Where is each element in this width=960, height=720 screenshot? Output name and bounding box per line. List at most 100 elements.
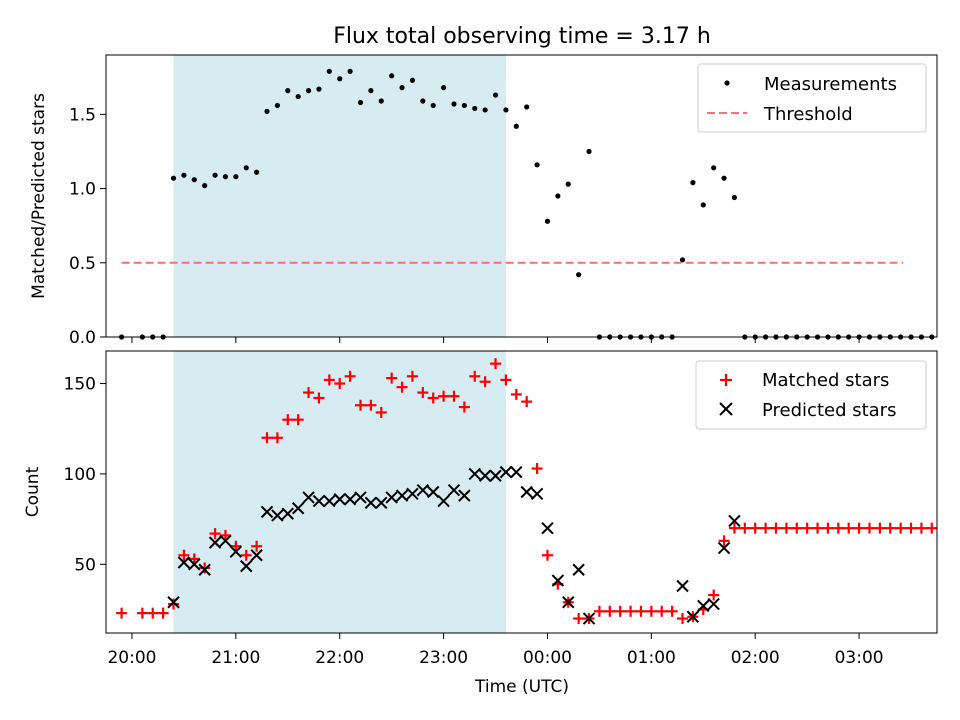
predicted-star-point (707, 597, 720, 611)
predicted-star-point (198, 563, 211, 576)
measurement-point (503, 107, 509, 113)
predicted-star-point (364, 496, 378, 510)
predicted-star-point (312, 494, 326, 508)
matched-star-point (656, 605, 668, 617)
predicted-star-point (177, 556, 191, 569)
matched-star-point (625, 605, 637, 617)
bottom-x-label: Time (UTC) (474, 677, 569, 697)
measurement-point (357, 99, 364, 106)
matched-star-point (926, 522, 938, 534)
matched-star-point (666, 605, 678, 617)
bottom-axes-frame (105, 350, 938, 634)
matched-star-point (147, 607, 159, 619)
matched-star-point (791, 522, 803, 534)
predicted-star-point (530, 487, 544, 501)
matched-star-point (417, 387, 429, 399)
top-x-ticks (131, 337, 860, 343)
predicted-star-point (572, 563, 585, 576)
matched-star-point (604, 605, 616, 617)
top-panel: Flux total observing time = 3.17 h 0.00.… (29, 24, 938, 348)
measurement-point (721, 175, 727, 181)
matched-star-point (614, 605, 626, 617)
bottom-x-tick-label: 01:00 (627, 648, 676, 668)
measurement-point (399, 85, 405, 91)
measurement-point (316, 86, 322, 92)
predicted-star-point (489, 469, 502, 482)
legend-label-measurements: Measurements (764, 74, 897, 95)
bottom-x-axis: 20:00 21:00 22:00 23:00 00:00 01:00 02:00 03:00 (107, 633, 884, 668)
predicted-star-point (281, 507, 294, 520)
matched-stars-series (116, 358, 938, 625)
measurement-point (440, 85, 447, 91)
matched-star-point (905, 522, 917, 534)
matched-star-point (240, 549, 252, 561)
measurement-point (700, 202, 706, 208)
predicted-star-point (229, 545, 243, 558)
legend-label-predicted: Predicted stars (762, 400, 896, 421)
predicted-star-point (447, 483, 461, 497)
matched-star-point (438, 390, 450, 402)
predicted-star-point (541, 521, 554, 535)
measurement-point (576, 272, 582, 278)
matched-star-point (760, 522, 772, 534)
measurement-point (222, 174, 229, 180)
measurement-point (711, 165, 717, 171)
matched-star-point (853, 522, 865, 534)
top-y-tick-label: 0.5 (69, 254, 96, 274)
predicted-star-point (676, 579, 689, 593)
top-y-label: Matched/Predicted stars (29, 93, 49, 299)
predicted-star-point (240, 559, 253, 573)
predicted-star-point (250, 549, 263, 562)
measurement-point (233, 174, 239, 180)
matched-star-point (209, 528, 221, 540)
measurement-point (202, 183, 208, 189)
predicted-star-point (333, 493, 346, 506)
predicted-star-point (354, 491, 367, 504)
predicted-star-point (395, 489, 409, 502)
measurement-point (264, 108, 270, 114)
measurement-point (337, 76, 343, 82)
matched-star-point (801, 522, 813, 534)
measurement-point (347, 68, 353, 74)
matched-star-point (427, 392, 439, 404)
measurement-point (368, 88, 374, 94)
legend-marker-matched (720, 374, 732, 386)
matched-star-point (645, 605, 657, 617)
measurement-point (513, 123, 519, 129)
matched-star-point (718, 535, 730, 547)
top-y-axis: 0.0 0.5 1.0 1.5 (69, 105, 106, 348)
matched-star-point (843, 522, 855, 534)
top-y-tick-label: 0.0 (69, 328, 96, 348)
measurement-point (482, 107, 488, 113)
measurement-point (420, 98, 426, 104)
bottom-x-tick-label: 03:00 (835, 648, 884, 668)
measurement-point (461, 102, 467, 109)
bottom-y-tick-label: 150 (64, 375, 96, 395)
matched-star-point (334, 378, 346, 390)
measurement-point (451, 101, 457, 107)
predicted-star-point (271, 509, 284, 522)
measurement-point (170, 175, 177, 181)
predicted-star-point (717, 541, 731, 555)
top-y-tick-label: 1.5 (69, 105, 96, 125)
measurement-point (295, 93, 301, 100)
matched-star-point (635, 605, 647, 617)
predicted-star-point (468, 467, 481, 481)
legend-marker-predicted (719, 402, 733, 416)
predicted-star-point (686, 610, 700, 623)
matched-star-point (915, 522, 927, 534)
matched-star-point (739, 522, 751, 534)
predicted-star-point (416, 483, 430, 497)
predicted-star-point (562, 596, 575, 609)
bottom-y-tick-label: 50 (74, 555, 96, 575)
matched-star-point (812, 522, 824, 534)
measurement-point (409, 77, 416, 83)
matched-star-point (230, 540, 242, 552)
matched-star-point (386, 372, 398, 384)
matched-star-point (490, 358, 502, 370)
measurement-point (274, 102, 280, 109)
matched-star-point (593, 605, 605, 617)
predicted-star-point (375, 496, 388, 510)
matched-star-point (895, 522, 907, 534)
top-shaded-span (173, 55, 506, 337)
